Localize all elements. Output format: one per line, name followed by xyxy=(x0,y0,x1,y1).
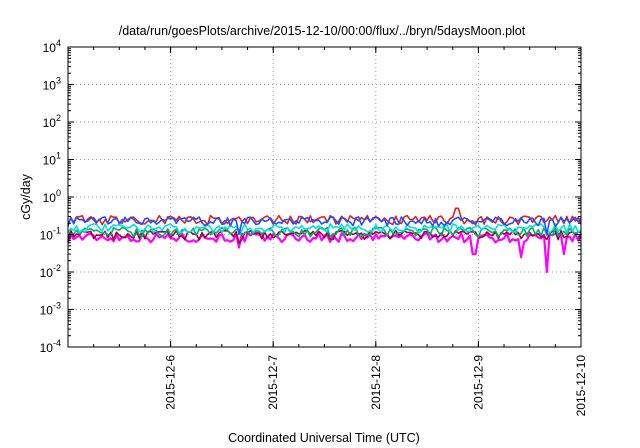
x-tick-label: 2015-12-9 xyxy=(471,355,485,410)
y-tick-label: 10-4 xyxy=(40,338,61,355)
x-tick-label: 2015-12-8 xyxy=(369,355,383,410)
series-line xyxy=(67,216,582,236)
grid xyxy=(68,47,581,347)
y-axis: 10-4 10-3 10-2 10-1 100 101 102 103 104 xyxy=(40,38,581,355)
y-tick-label: 102 xyxy=(43,113,61,130)
y-tick-label: 104 xyxy=(43,38,61,55)
y-tick-label: 10-1 xyxy=(40,226,61,243)
x-axis-label: Coordinated Universal Time (UTC) xyxy=(228,431,420,445)
x-axis: 2015-12-6 2015-12-7 2015-12-8 2015-12-9 2015… xyxy=(67,47,588,417)
y-tick-label: 10-3 xyxy=(40,301,61,318)
series-group xyxy=(66,207,583,274)
y-tick-label: 10-2 xyxy=(40,263,61,280)
series-line xyxy=(67,223,582,234)
y-axis-label: cGy/day xyxy=(19,173,33,220)
y-tick-label: 100 xyxy=(43,188,61,205)
chart-title: /data/run/goesPlots/archive/2015-12-10/0… xyxy=(119,24,526,38)
x-tick-label: 2015-12-10 xyxy=(574,355,588,417)
y-tick-label: 103 xyxy=(43,76,61,93)
x-tick-label: 2015-12-7 xyxy=(266,355,280,410)
x-tick-label: 2015-12-6 xyxy=(164,355,178,410)
y-tick-label: 101 xyxy=(43,151,61,168)
